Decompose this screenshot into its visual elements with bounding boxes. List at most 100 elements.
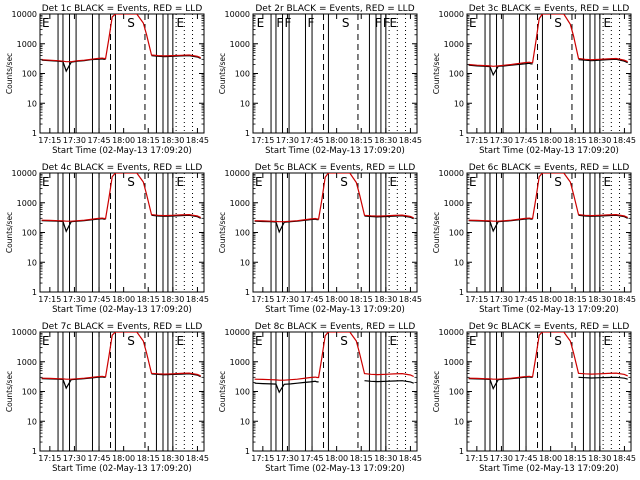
y-tick-label: 10 <box>27 417 37 426</box>
annotation-label: S <box>340 175 348 189</box>
x-tick-label: 17:30 <box>63 454 86 463</box>
y-tick-label: 1000 <box>444 199 464 208</box>
annotation-label: E <box>389 16 397 30</box>
plot-frame <box>466 331 632 452</box>
annotation-label: E <box>176 16 184 30</box>
y-axis-label: Counts/sec <box>432 371 441 412</box>
x-tick-label: 17:45 <box>88 454 111 463</box>
annotation-label: S <box>127 334 135 348</box>
annotation-label: E <box>42 16 50 30</box>
y-axis-label: Counts/sec <box>432 53 441 94</box>
y-tick-label: 1000 <box>444 358 464 367</box>
plot-area <box>254 332 414 451</box>
plot-frame <box>39 13 205 134</box>
x-axis-label: Start Time (02-May-13 17:09:20) <box>479 464 619 474</box>
x-tick-label: 18:30 <box>588 136 611 145</box>
y-axis-label: Counts/sec <box>5 371 14 412</box>
x-tick-label: 18:00 <box>539 136 562 145</box>
x-tick-label: 17:30 <box>276 454 299 463</box>
lld-series-line <box>41 14 201 63</box>
x-tick-label: 18:30 <box>374 136 397 145</box>
x-tick-label: 18:15 <box>350 136 373 145</box>
y-tick-label: 10000 <box>439 328 464 337</box>
plot-area <box>41 14 201 133</box>
events-series-line <box>254 215 414 234</box>
x-tick-label: 18:45 <box>186 295 209 304</box>
y-tick-label: 100 <box>22 70 37 79</box>
panel-title: Det 2r BLACK = Events, RED = LLD <box>255 4 414 14</box>
x-tick-label: 18:15 <box>350 295 373 304</box>
x-tick-label: 18:15 <box>564 295 587 304</box>
plot-area <box>468 173 628 292</box>
y-tick-label: 1 <box>459 129 464 138</box>
x-tick-label: 18:30 <box>161 136 184 145</box>
x-tick-label: 17:45 <box>88 295 111 304</box>
x-tick-label: 17:45 <box>515 136 538 145</box>
x-tick-label: 17:45 <box>515 295 538 304</box>
y-tick-label: 10 <box>240 417 250 426</box>
annotation-label: E <box>176 175 184 189</box>
x-axis-label: Start Time (02-May-13 17:09:20) <box>265 305 405 315</box>
events-series-line <box>468 58 628 77</box>
panel-title: Det 8c BLACK = Events, RED = LLD <box>255 322 416 332</box>
annotation-label: E <box>603 334 611 348</box>
y-tick-label: 10000 <box>225 169 250 178</box>
y-axis-label: Counts/sec <box>218 371 227 412</box>
y-tick-label: 10000 <box>225 10 250 19</box>
y-tick-label: 1000 <box>17 40 37 49</box>
plot-area <box>254 173 414 292</box>
x-axis-label: Start Time (02-May-13 17:09:20) <box>479 305 619 315</box>
y-tick-label: 10000 <box>12 328 37 337</box>
events-series-line <box>468 214 628 233</box>
x-tick-label: 18:15 <box>137 136 160 145</box>
x-tick-label: 17:15 <box>38 136 61 145</box>
y-tick-label: 1 <box>245 447 250 456</box>
annotation-label: E <box>389 334 397 348</box>
x-tick-label: 18:30 <box>374 454 397 463</box>
x-tick-label: 17:15 <box>251 454 274 463</box>
y-tick-label: 1 <box>32 288 37 297</box>
x-tick-label: 17:30 <box>63 136 86 145</box>
y-tick-label: 1 <box>245 288 250 297</box>
x-tick-label: 18:45 <box>613 136 636 145</box>
annotation-label: E <box>469 175 477 189</box>
panel-title: Det 6c BLACK = Events, RED = LLD <box>469 163 630 173</box>
x-tick-label: 18:00 <box>112 295 135 304</box>
x-axis-label: Start Time (02-May-13 17:09:20) <box>265 146 405 156</box>
x-tick-label: 18:15 <box>350 454 373 463</box>
plot-frame <box>39 172 205 293</box>
lld-series-line <box>41 173 201 222</box>
y-tick-label: 10000 <box>12 10 37 19</box>
annotation-label: F <box>307 16 314 30</box>
events-series-line <box>41 54 201 73</box>
annotation-label: E <box>389 175 397 189</box>
y-tick-label: 10 <box>27 99 37 108</box>
plot-frame <box>466 13 632 134</box>
annotation-label: E <box>603 175 611 189</box>
plot-frame <box>39 331 205 452</box>
panel-title: Det 3c BLACK = Events, RED = LLD <box>469 4 630 14</box>
y-tick-label: 1 <box>32 447 37 456</box>
plot-area <box>468 14 628 133</box>
x-tick-label: 18:00 <box>539 454 562 463</box>
x-tick-label: 17:30 <box>490 295 513 304</box>
annotation-label: E <box>42 175 50 189</box>
x-tick-label: 17:30 <box>276 295 299 304</box>
annotation-label: S <box>340 334 348 348</box>
y-tick-label: 100 <box>449 388 464 397</box>
y-tick-label: 1000 <box>230 40 250 49</box>
annotation-label: E <box>469 334 477 348</box>
y-tick-label: 10 <box>240 258 250 267</box>
x-tick-label: 17:45 <box>301 136 324 145</box>
panel-title: Det 1c BLACK = Events, RED = LLD <box>42 4 203 14</box>
y-tick-label: 10 <box>240 99 250 108</box>
y-tick-label: 10000 <box>12 169 37 178</box>
y-axis-label: Counts/sec <box>5 212 14 253</box>
x-tick-label: 17:15 <box>465 454 488 463</box>
annotation-label: S <box>554 16 562 30</box>
